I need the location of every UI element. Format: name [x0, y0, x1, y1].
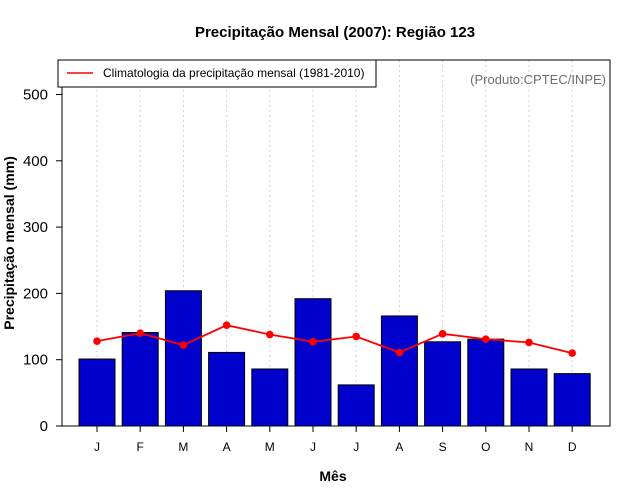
bars-group [78, 290, 591, 427]
x-tick-label-1: J [94, 440, 100, 454]
climatology-point-12 [568, 349, 576, 357]
y-tick-label-200: 200 [23, 285, 48, 302]
legend: Climatologia da precipitação mensal (198… [57, 59, 377, 88]
bar-7 [337, 384, 375, 427]
climatology-line [96, 324, 573, 354]
bar-10 [467, 338, 505, 427]
bar-2 [121, 332, 159, 427]
bar-11 [510, 368, 548, 427]
y-axis-title: Precipitação mensal (mm) [1, 156, 17, 330]
bar-12 [553, 373, 591, 427]
climatology-point-6 [309, 337, 317, 346]
climatology-point-7 [352, 332, 361, 341]
x-tick-label-8: A [395, 440, 403, 454]
climatology-point-9 [438, 330, 447, 338]
x-tick-label-10: O [481, 440, 490, 454]
chart-title: Precipitação Mensal (2007): Região 123 [195, 24, 475, 41]
x-axis-title: Mês [319, 468, 346, 484]
y-axis: 0 100 200 300 400 500 [23, 87, 62, 435]
climatology-point-3 [179, 341, 188, 349]
climatology-point-2 [136, 329, 144, 337]
y-tick-label-0: 0 [40, 418, 48, 435]
climatology-point-5 [266, 330, 274, 339]
bar-1 [78, 358, 116, 427]
bar-4 [208, 351, 246, 427]
climatology-point-1 [93, 337, 101, 345]
bar-8 [380, 315, 418, 427]
x-tick-label-7: J [353, 440, 359, 454]
x-tick-label-3: M [178, 440, 188, 454]
legend-box [57, 59, 377, 88]
bar-6 [294, 298, 332, 427]
x-tick-label-4: A [223, 440, 231, 454]
x-tick-label-11: N [525, 440, 534, 454]
x-tick-label-6: J [310, 440, 316, 454]
y-tick-label-300: 300 [23, 219, 48, 236]
x-tick-label-9: S [439, 440, 447, 454]
bar-9 [424, 341, 462, 427]
climatology-point-11 [525, 338, 533, 347]
y-tick-label-100: 100 [23, 352, 48, 369]
x-tick-label-12: D [568, 440, 577, 454]
x-tick-label-2: F [137, 440, 144, 454]
climatology-point-4 [222, 321, 231, 330]
y-tick-label-500: 500 [23, 87, 48, 104]
legend-label-climatology: Climatologia da precipitação mensal (198… [103, 66, 364, 80]
x-tick-label-5: M [265, 440, 275, 454]
bar-3 [164, 290, 202, 427]
climatology-line-group [93, 321, 576, 357]
climatology-point-8 [395, 348, 404, 357]
source-annotation: (Produto:CPTEC/INPE) [470, 72, 606, 87]
y-tick-label-400: 400 [23, 153, 48, 170]
climatology-point-10 [482, 335, 490, 343]
bar-5 [251, 368, 289, 427]
